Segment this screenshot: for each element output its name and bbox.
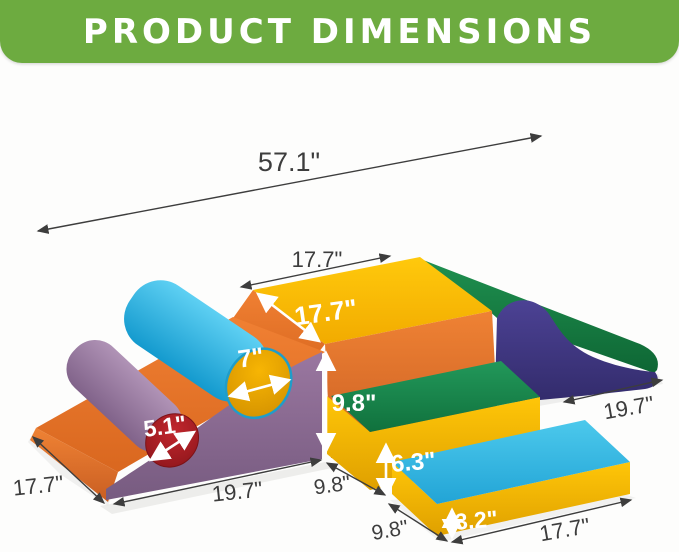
title-banner: PRODUCT DIMENSIONS	[0, 0, 679, 63]
dim-label-block-height: 9.8"	[332, 390, 377, 417]
dim-arrow-small-cylinder	[148, 430, 197, 462]
dim-label-large-cylinder: 7"	[236, 342, 265, 373]
dim-arrow-base-gap	[325, 462, 387, 496]
dim-arrow-wedge-depth	[31, 436, 106, 504]
dim-arrow-large-cylinder	[227, 374, 292, 402]
mid-step-top-face	[331, 361, 540, 432]
dim-arrow-step-depth	[387, 503, 449, 542]
dim-label-small-cylinder: 5.1"	[142, 410, 188, 442]
slide-surface	[495, 300, 658, 403]
dim-label-overall-length: 57.1"	[258, 147, 320, 177]
dim-label-slide-length: 19.7"	[602, 391, 656, 424]
dim-arrow-slide-length	[562, 377, 664, 405]
dim-label-wedge-length: 19.7"	[211, 476, 264, 506]
dim-label-step-depth: 9.8"	[370, 516, 410, 545]
dim-label-base-gap: 9.8"	[312, 472, 352, 500]
dim-arrow-block-top-depth	[239, 253, 392, 290]
dim-arrow-wedge-length	[112, 457, 323, 507]
page-title: PRODUCT DIMENSIONS	[82, 11, 597, 52]
dim-label-mid-step-height: 6.3"	[390, 447, 437, 478]
dim-arrow-overall-length	[36, 133, 543, 234]
dim-arrow-low-step-width	[450, 497, 633, 545]
dim-label-block-top-depth: 17.7"	[292, 247, 343, 272]
dim-label-low-step-height: 3.2"	[454, 505, 499, 535]
dim-arrow-block-top-width	[255, 292, 322, 343]
low-step-top-face	[392, 420, 630, 504]
dim-label-wedge-depth: 17.7"	[12, 470, 65, 500]
